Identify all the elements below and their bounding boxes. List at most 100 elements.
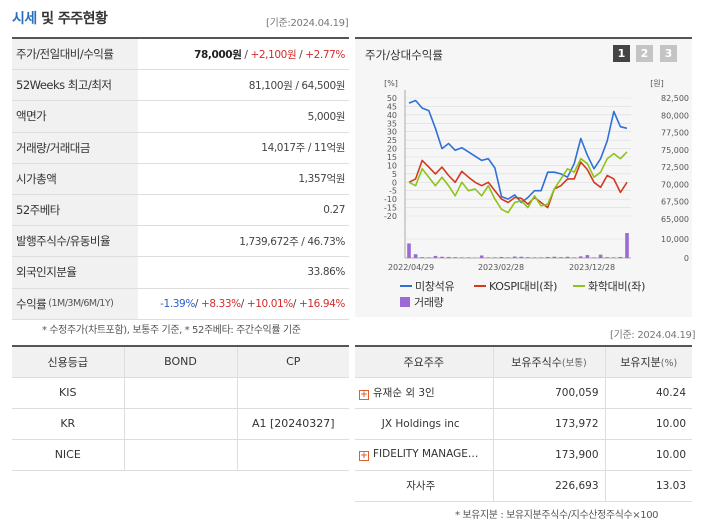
- agency: NICE: [12, 438, 125, 471]
- y-left-tick-label: -20: [384, 212, 397, 221]
- y-left-tick-label: 0: [392, 178, 397, 187]
- quote-value: 5,000원: [307, 110, 346, 123]
- volume-bar: [466, 257, 471, 258]
- agency: KR: [12, 407, 125, 440]
- volume-tick-label: 10,000: [661, 235, 689, 244]
- y-left-tick-label: -5: [389, 187, 397, 196]
- shareholders-table: 주요주주 보유주식수(보통) 보유지분(%) + 유재순 외 3인 700,059…: [355, 345, 692, 502]
- volume-bar: [611, 257, 616, 258]
- volume-bar: [479, 255, 484, 258]
- quote-key: 시가총액: [12, 163, 138, 194]
- quote-value: 14,017주 / 11억원: [261, 142, 345, 155]
- y-right-tick-label: 70,000: [661, 180, 689, 189]
- y-left-tick-label: 35: [387, 119, 397, 128]
- y-left-tick-label: -10: [384, 195, 397, 204]
- y-left-tick-label: 40: [387, 111, 397, 120]
- quote-key: 52주베타: [12, 194, 138, 226]
- quote-value: 81,100원 / 64,500원: [248, 79, 346, 92]
- quote-key: 거래량/거래대금: [12, 132, 138, 163]
- y-left-tick-label: 20: [387, 145, 397, 154]
- volume-bar: [453, 257, 458, 258]
- col-header: 주요주주: [355, 346, 493, 378]
- y-right-tick-label: 72,500: [661, 163, 689, 172]
- volume-bar: [499, 256, 504, 258]
- quote-row: 외국인지분율 33.86%: [12, 257, 349, 289]
- line-swatch-icon: [400, 285, 412, 287]
- volume-bar: [618, 256, 623, 258]
- return-3m: +8.33%: [200, 297, 241, 310]
- quote-row: 거래량/거래대금 14,017주 / 11억원: [12, 132, 349, 164]
- table-row: + 유재순 외 3인 700,059 40.24: [355, 377, 692, 409]
- base-date: [기준:2024.04.19]: [266, 18, 349, 29]
- x-tick-label: 2023/02/28: [478, 263, 524, 272]
- volume-bar: [460, 257, 464, 258]
- y-left-tick-label: 30: [387, 128, 397, 137]
- col-header: 보유지분(%): [604, 346, 692, 378]
- y-right-tick-label: 80,000: [661, 111, 689, 120]
- holder-name: + 유재순 외 3인: [355, 377, 493, 409]
- volume-bar: [420, 257, 425, 258]
- y-right-tick-label: 67,500: [661, 198, 689, 207]
- return-1m: -1.39%: [160, 297, 195, 310]
- quote-key: 수익률 (1M/3M/6M/1Y): [12, 288, 138, 319]
- volume-bar: [605, 257, 609, 258]
- quote-table: 주가/전일대비/수익률 78,000원 / +2,100원 / +2.77% 5…: [12, 37, 349, 320]
- holder-ratio: 13.03: [604, 470, 692, 502]
- table-row: + FIDELITY MANAGEM… 173,900 10.00: [355, 439, 692, 471]
- line-swatch-icon: [573, 285, 585, 287]
- quote-row-returns: 수익률 (1M/3M/6M/1Y) -1.39%/ +8.33%/ +10.01%…: [12, 288, 349, 320]
- cp-rating: [236, 376, 349, 409]
- volume-bar: [572, 257, 576, 258]
- holder-shares: 700,059: [492, 377, 605, 409]
- quote-key: 외국인지분율: [12, 257, 138, 288]
- holder-name: 자사주: [355, 470, 493, 502]
- chart-tab-1[interactable]: 1: [613, 45, 630, 62]
- holder-shares: 173,900: [492, 439, 605, 471]
- volume-tick-label: 0: [684, 254, 689, 263]
- chart-tab-3[interactable]: 3: [660, 45, 677, 62]
- y-left-tick-label: 10: [387, 161, 397, 170]
- quote-value: 1,739,672주 / 46.73%: [239, 235, 345, 248]
- y-left-tick-label: 25: [387, 136, 397, 145]
- table-row: NICE: [12, 438, 349, 471]
- volume-bar: [598, 254, 603, 258]
- volume-bar: [407, 243, 411, 258]
- volume-bar: [433, 255, 438, 258]
- quote-row-price: 주가/전일대비/수익률 78,000원 / +2,100원 / +2.77%: [12, 39, 349, 71]
- price-change: +2,100원: [250, 48, 297, 61]
- volume-bar: [440, 256, 444, 258]
- holders-base-date: [기준: 2024.04.19]: [610, 330, 696, 341]
- return-6m: +10.01%: [246, 297, 293, 310]
- price-change-pct: +2.77%: [305, 48, 345, 61]
- volume-bar: [545, 256, 550, 258]
- volume-bar: [427, 257, 431, 258]
- volume-bar: [592, 257, 596, 258]
- line-swatch-icon: [474, 285, 486, 287]
- expand-plus-icon[interactable]: +: [359, 451, 369, 461]
- volume-bar: [493, 257, 497, 258]
- expand-plus-icon[interactable]: +: [359, 390, 369, 400]
- quote-note: * 수정주가(차트포함), 보통주 기준, * 52주베타: 주간수익률 기준: [42, 325, 301, 336]
- holder-shares: 226,693: [492, 470, 605, 502]
- x-tick-label: 2023/12/28: [569, 263, 615, 272]
- quote-row: 52Weeks 최고/최저 81,100원 / 64,500원: [12, 70, 349, 102]
- holder-shares: 173,972: [492, 408, 605, 440]
- y-left-tick-label: -15: [384, 204, 397, 213]
- volume-bar: [532, 257, 537, 258]
- chart-title: 주가/상대수익률: [365, 48, 443, 62]
- quote-row: 액면가 5,000원: [12, 101, 349, 133]
- y-left-tick-label: 45: [387, 102, 397, 111]
- legend-item-s1: 미창석유: [400, 278, 455, 294]
- y-right-tick-label: 65,000: [661, 215, 689, 224]
- x-tick-label: 2022/04/29: [388, 263, 434, 272]
- y-right-tick-label: 77,500: [661, 129, 689, 138]
- quote-value: 33.86%: [307, 266, 345, 279]
- holder-ratio: 40.24: [604, 377, 692, 409]
- quote-value: 1,357억원: [298, 173, 345, 186]
- chart-tab-2[interactable]: 2: [636, 45, 653, 62]
- cp-rating: A1 [20240327]: [236, 407, 349, 440]
- bond-rating: [123, 407, 238, 440]
- volume-bar: [486, 257, 491, 258]
- chart-panel: 주가/상대수익률 1 2 3 50 45 40 35 30 25 20 15 10 5 0 -5 -10…: [355, 37, 692, 317]
- quote-value: 78,000원 / +2,100원 / +2.77%: [194, 48, 345, 61]
